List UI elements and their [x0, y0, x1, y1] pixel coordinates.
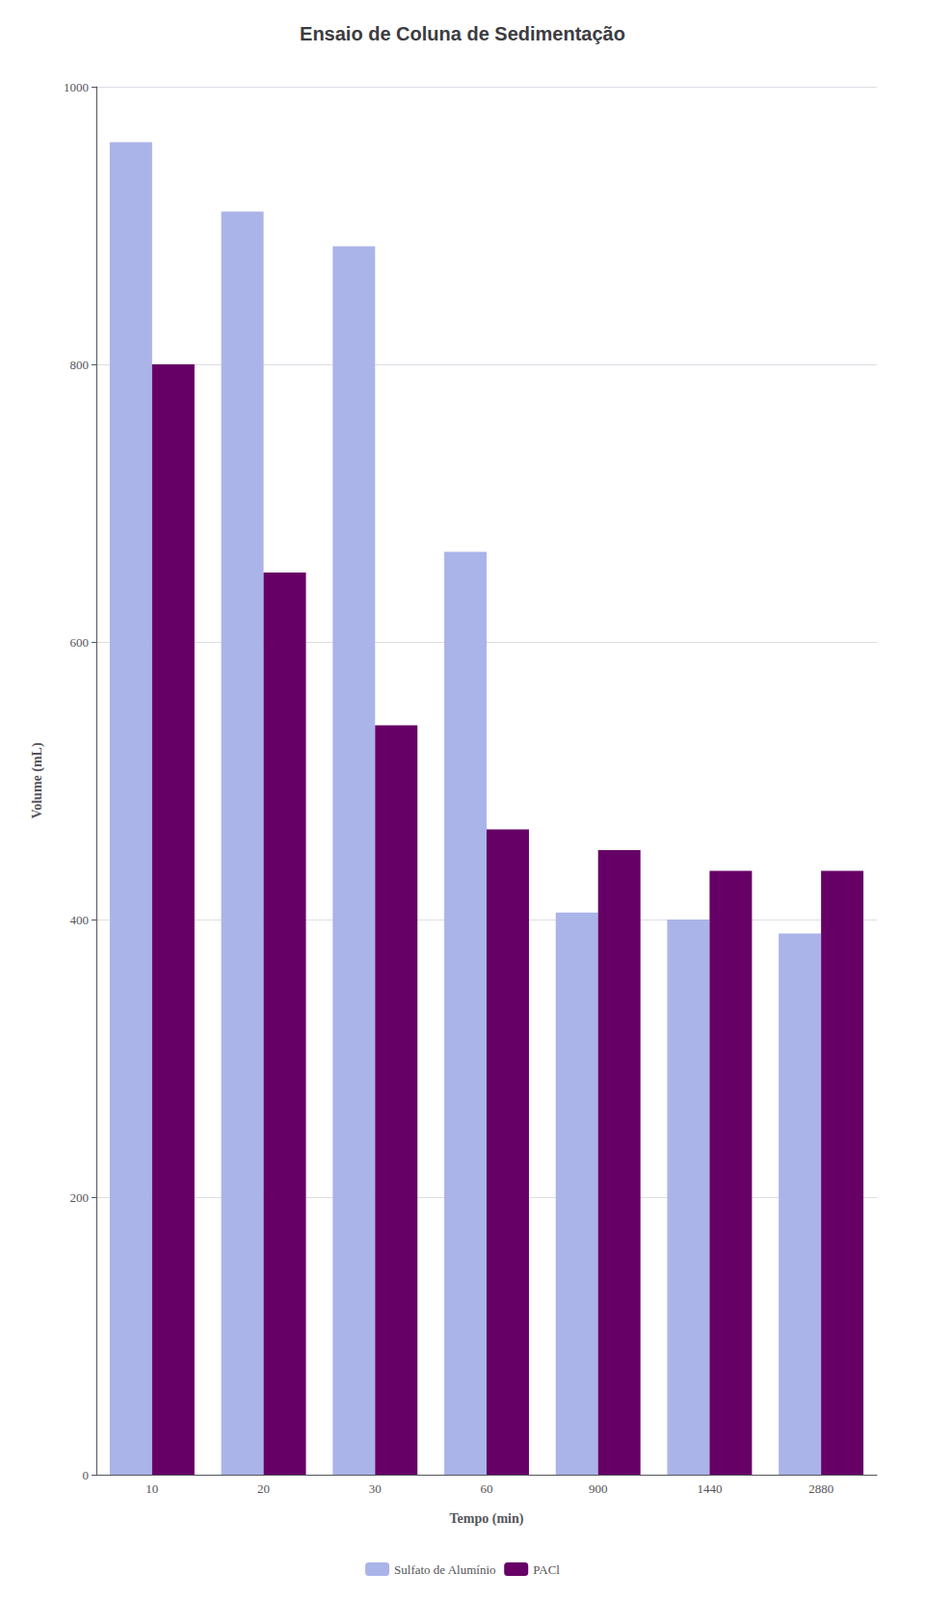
svg-text:0: 0 [82, 1467, 90, 1482]
svg-text:10: 10 [145, 1480, 159, 1496]
svg-text:2880: 2880 [808, 1480, 834, 1496]
svg-text:Volume (mL): Volume (mL) [29, 741, 46, 820]
svg-text:Ensaio de Coluna de Sedimentaç: Ensaio de Coluna de Sedimentação [299, 23, 626, 45]
svg-text:600: 600 [70, 634, 90, 650]
svg-text:200: 200 [70, 1189, 90, 1205]
svg-text:Tempo (min): Tempo (min) [449, 1510, 525, 1527]
svg-text:60: 60 [480, 1480, 494, 1496]
svg-text:20: 20 [257, 1480, 270, 1496]
svg-text:PACl: PACl [532, 1561, 560, 1577]
svg-text:30: 30 [369, 1480, 382, 1496]
svg-text:1000: 1000 [63, 79, 89, 95]
svg-text:1440: 1440 [696, 1480, 722, 1496]
svg-text:800: 800 [70, 357, 90, 372]
svg-text:Sulfato de Alumínio: Sulfato de Alumínio [394, 1561, 496, 1577]
svg-text:900: 900 [588, 1480, 608, 1496]
svg-text:400: 400 [70, 912, 90, 927]
